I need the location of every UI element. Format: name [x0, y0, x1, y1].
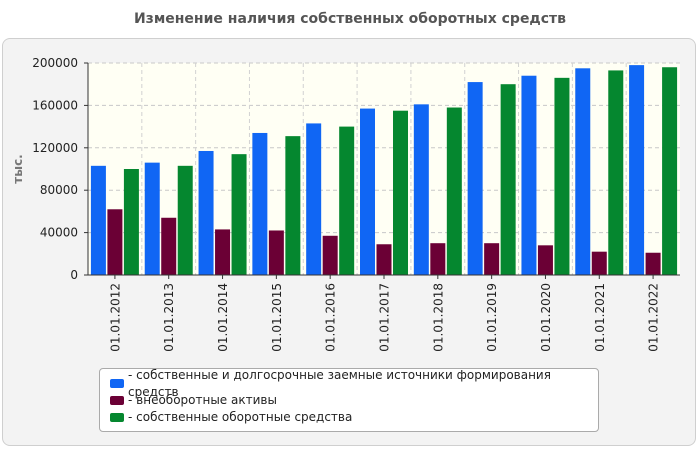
- bar: [177, 165, 193, 275]
- x-tick-label: 01.01.2013: [162, 283, 176, 352]
- y-tick-label: 80000: [40, 183, 78, 197]
- bar: [198, 150, 214, 275]
- bar: [537, 245, 553, 275]
- x-tick-label: 01.01.2014: [216, 283, 230, 352]
- bar: [591, 251, 607, 275]
- x-tick-label: 01.01.2017: [378, 283, 392, 352]
- bar: [90, 165, 106, 275]
- bar: [430, 243, 446, 275]
- chart-legend: - собственные и долгосрочные заемные ист…: [99, 368, 599, 432]
- bar: [123, 169, 139, 275]
- bar: [268, 230, 284, 275]
- bar: [360, 108, 375, 275]
- legend-item-noncurrent-assets: - внеоборотные активы: [100, 392, 598, 409]
- bar: [608, 70, 624, 275]
- legend-item-sources: - собственные и долгосрочные заемные ист…: [100, 368, 598, 399]
- y-tick-label: 200000: [32, 56, 78, 70]
- bar: [645, 252, 661, 275]
- y-tick-label: 160000: [32, 98, 78, 112]
- plot-area: [88, 63, 680, 275]
- bar: [413, 104, 429, 275]
- bar: [144, 162, 160, 275]
- bar: [446, 107, 462, 276]
- bar: [215, 229, 231, 275]
- bar: [575, 68, 591, 275]
- bar: [285, 136, 301, 275]
- bar: [231, 154, 247, 275]
- x-tick-label: 01.01.2020: [539, 283, 553, 352]
- bar: [521, 75, 537, 275]
- bar: [252, 132, 268, 275]
- x-tick-label: 01.01.2012: [108, 283, 122, 352]
- bar: [107, 209, 123, 275]
- bar: [161, 217, 177, 275]
- bar: [376, 244, 392, 275]
- legend-swatch-noncurrent-assets: [110, 396, 124, 405]
- legend-item-working-capital: - собственные оборотные средства: [100, 409, 598, 426]
- legend-label-working-capital: - собственные оборотные средства: [128, 410, 353, 424]
- x-tick-label: 01.01.2018: [431, 283, 445, 352]
- x-tick-label: 01.01.2022: [647, 283, 661, 352]
- bar: [500, 84, 516, 275]
- legend-label-sources: - собственные и долгосрочные заемные ист…: [128, 367, 551, 399]
- chart-title: Изменение наличия собственных оборотных …: [133, 11, 567, 27]
- y-tick-label: 40000: [40, 226, 78, 240]
- bar: [554, 77, 570, 275]
- legend-swatch-sources: [110, 379, 124, 388]
- bar: [484, 243, 500, 275]
- y-tick-label: 120000: [32, 141, 78, 155]
- bar: [467, 82, 483, 275]
- x-tick-label: 01.01.2021: [593, 283, 607, 352]
- x-tick-label: 01.01.2015: [270, 283, 284, 352]
- x-tick-label: 01.01.2016: [324, 283, 338, 352]
- bar: [662, 67, 678, 276]
- bar: [629, 65, 645, 276]
- legend-swatch-working-capital: [110, 413, 124, 422]
- y-tick-label: 0: [70, 268, 78, 282]
- bar: [322, 235, 338, 275]
- bar: [339, 126, 355, 275]
- bar: [393, 110, 408, 275]
- y-axis-label: тыс.: [11, 154, 25, 183]
- bar: [306, 123, 322, 275]
- legend-label-noncurrent-assets: - внеоборотные активы: [128, 393, 277, 407]
- x-tick-label: 01.01.2019: [485, 283, 499, 352]
